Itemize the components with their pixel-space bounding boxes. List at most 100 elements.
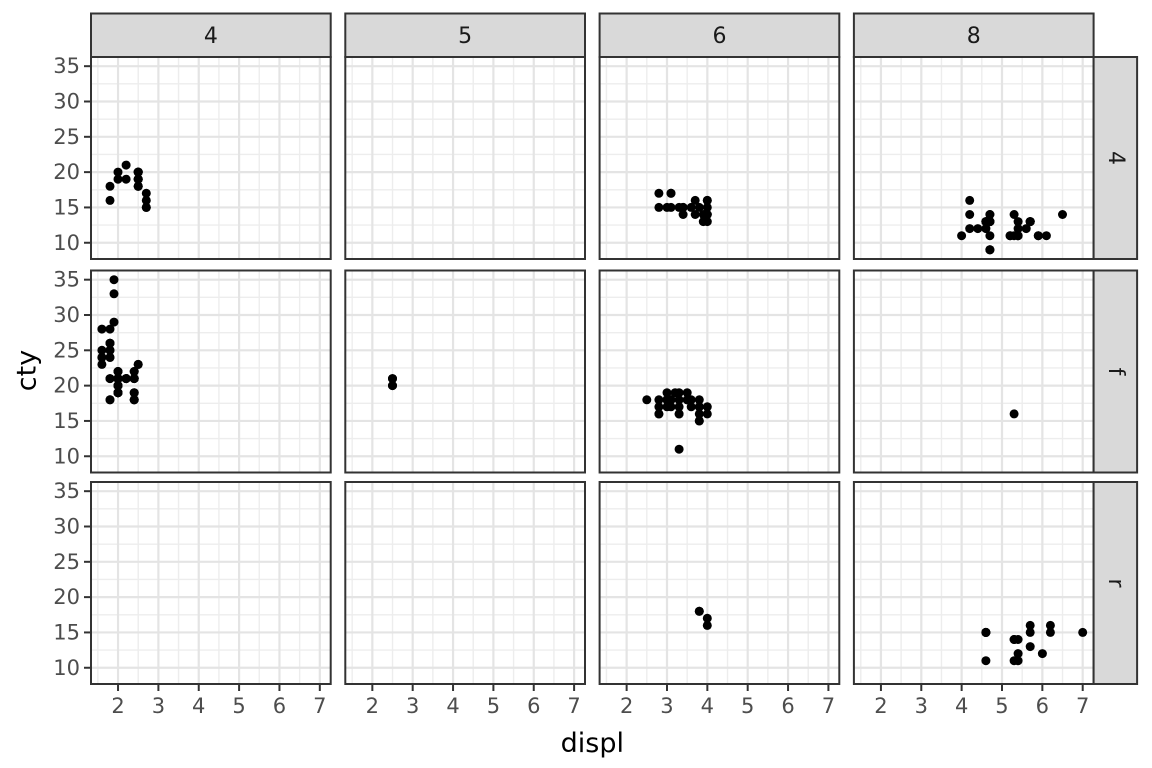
strip-background bbox=[852, 12, 1095, 58]
data-point bbox=[113, 381, 123, 391]
x-tick-label: 4 bbox=[701, 694, 714, 718]
data-point bbox=[105, 395, 115, 405]
data-point bbox=[97, 352, 107, 362]
data-point bbox=[981, 627, 991, 637]
data-point bbox=[686, 402, 696, 412]
data-point bbox=[109, 317, 119, 327]
y-tick-label: 20 bbox=[53, 374, 80, 398]
data-point bbox=[682, 388, 692, 398]
data-point bbox=[109, 275, 119, 285]
panel-background bbox=[91, 57, 331, 259]
panel-background bbox=[599, 482, 840, 684]
data-point bbox=[985, 217, 995, 227]
data-point bbox=[666, 202, 676, 212]
data-point bbox=[1025, 620, 1035, 630]
facet-strip-label: r bbox=[1103, 578, 1128, 588]
data-point bbox=[113, 374, 123, 384]
x-tick-label: 6 bbox=[527, 694, 540, 718]
strip-background bbox=[344, 12, 586, 58]
panel-border bbox=[598, 269, 841, 474]
data-point bbox=[654, 188, 664, 198]
x-tick-label: 2 bbox=[111, 694, 124, 718]
y-tick-label: 25 bbox=[53, 338, 80, 362]
data-point bbox=[674, 444, 684, 454]
data-point bbox=[666, 395, 676, 405]
panel-background bbox=[599, 57, 840, 259]
panel-background bbox=[345, 270, 585, 473]
data-point bbox=[141, 188, 151, 198]
strip-background bbox=[598, 12, 841, 58]
facet-panel bbox=[344, 56, 586, 260]
x-tick-label: 7 bbox=[1076, 694, 1089, 718]
x-tick-label: 5 bbox=[741, 694, 754, 718]
data-point bbox=[1013, 231, 1023, 241]
data-point bbox=[985, 231, 995, 241]
data-point bbox=[690, 195, 700, 205]
x-tick-label: 6 bbox=[273, 694, 286, 718]
strip-background bbox=[1092, 481, 1139, 685]
data-point bbox=[388, 381, 397, 391]
data-point bbox=[674, 409, 684, 419]
x-tick-label: 3 bbox=[915, 694, 928, 718]
x-tick-label: 4 bbox=[955, 694, 968, 718]
y-tick-label: 20 bbox=[53, 585, 80, 609]
facet-panel bbox=[598, 56, 841, 260]
data-point bbox=[109, 289, 119, 299]
data-point bbox=[1033, 231, 1043, 241]
data-point bbox=[129, 395, 139, 405]
data-point bbox=[1025, 627, 1035, 637]
y-tick-label: 30 bbox=[53, 303, 80, 327]
x-tick-label: 6 bbox=[781, 694, 794, 718]
data-point bbox=[690, 210, 700, 219]
data-point bbox=[686, 202, 696, 212]
y-tick-label: 10 bbox=[53, 656, 80, 680]
data-point bbox=[674, 395, 684, 405]
strip-background bbox=[1092, 56, 1139, 260]
y-tick-label: 35 bbox=[53, 268, 80, 292]
facet-panel bbox=[90, 481, 332, 685]
data-point bbox=[981, 656, 991, 666]
facet-strip-top: 5 bbox=[344, 12, 586, 58]
data-point bbox=[105, 352, 115, 362]
facet-panel bbox=[344, 481, 586, 685]
x-tick-label: 2 bbox=[874, 694, 887, 718]
data-point bbox=[1013, 656, 1023, 666]
data-point bbox=[985, 210, 995, 219]
x-tick-label: 5 bbox=[232, 694, 245, 718]
data-point bbox=[694, 606, 704, 616]
panel-background bbox=[345, 57, 585, 259]
x-tick-label: 4 bbox=[446, 694, 459, 718]
facet-strip-label: 8 bbox=[967, 24, 981, 49]
x-tick-label: 5 bbox=[995, 694, 1008, 718]
facet-panel bbox=[852, 481, 1095, 685]
data-point bbox=[1025, 642, 1035, 652]
data-point bbox=[694, 395, 704, 405]
data-point bbox=[1045, 627, 1055, 637]
data-point bbox=[702, 217, 712, 227]
data-point bbox=[985, 245, 995, 255]
data-point bbox=[105, 195, 115, 205]
x-tick-label: 2 bbox=[620, 694, 633, 718]
data-point bbox=[1021, 224, 1031, 234]
facet-strip-label: 5 bbox=[458, 24, 472, 49]
strip-background bbox=[1092, 269, 1139, 474]
data-point bbox=[1013, 224, 1023, 234]
data-point bbox=[1058, 210, 1067, 219]
facet-strip-right: 4 bbox=[1092, 56, 1139, 260]
data-point bbox=[121, 160, 131, 170]
data-point bbox=[694, 409, 704, 419]
x-tick-label: 7 bbox=[313, 694, 326, 718]
data-point bbox=[678, 210, 688, 219]
facet-strip-top: 6 bbox=[598, 12, 841, 58]
facet-strip-top: 4 bbox=[90, 12, 332, 58]
facet-strip-top: 8 bbox=[852, 12, 1095, 58]
data-point bbox=[702, 195, 712, 205]
data-point bbox=[654, 409, 664, 419]
data-point bbox=[105, 374, 115, 384]
data-point bbox=[642, 395, 652, 405]
data-point bbox=[702, 202, 712, 212]
data-point bbox=[113, 174, 123, 184]
data-point bbox=[113, 367, 123, 376]
data-point bbox=[981, 224, 991, 234]
y-axis-title: cty bbox=[12, 350, 43, 391]
